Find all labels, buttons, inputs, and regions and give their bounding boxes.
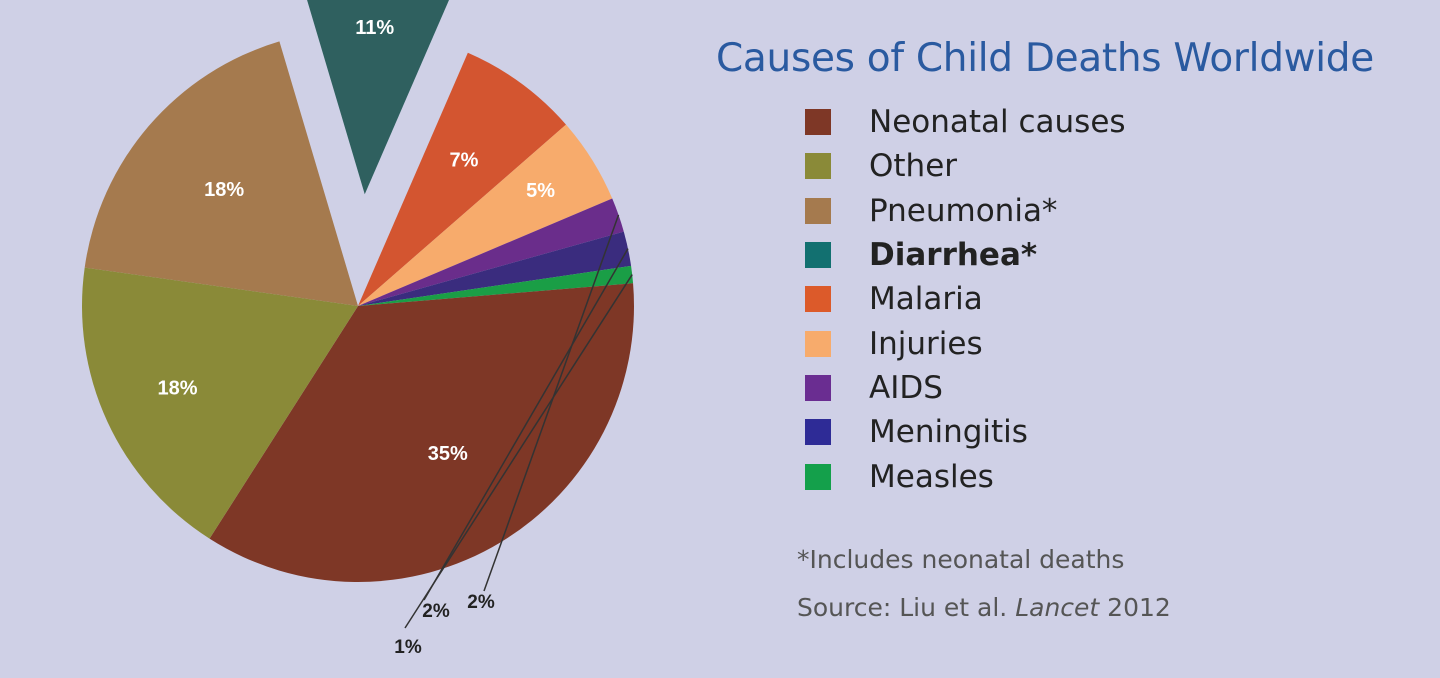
legend-item-pneumonia: Pneumonia*	[805, 189, 1126, 233]
slice-label-neonatal-causes: 35%	[428, 443, 468, 465]
pie-slice-neonatal-causes	[209, 283, 634, 582]
legend-swatch-meningitis	[805, 419, 831, 446]
legend-swatch-diarrhea	[805, 242, 831, 269]
source-year: 2012	[1099, 593, 1171, 622]
legend-swatch-aids	[805, 374, 831, 401]
pie-slice-diarrhea	[307, 0, 450, 195]
legend-label-malaria: Malaria	[869, 281, 983, 318]
footnote: *Includes neonatal deaths	[797, 545, 1125, 574]
pie-slice-measles	[358, 265, 634, 306]
legend-label-other: Other	[869, 148, 958, 185]
legend-item-aids: AIDS	[805, 366, 1126, 410]
legend-label-diarrhea: Diarrhea*	[869, 237, 1038, 274]
legend-swatch-malaria	[805, 286, 831, 313]
legend-item-malaria: Malaria	[805, 277, 1126, 321]
legend-label-injuries: Injuries	[869, 325, 983, 362]
legend-swatch-neonatal-causes	[805, 109, 831, 136]
chart-title: Causes of Child Deaths Worldwide	[716, 36, 1374, 81]
pie-slice-other	[81, 267, 358, 539]
legend-label-measles: Measles	[869, 458, 994, 495]
slice-label-other: 18%	[157, 377, 197, 399]
legend-label-neonatal-causes: Neonatal causes	[869, 104, 1126, 141]
slice-label-injuries: 5%	[526, 180, 555, 202]
legend-item-meningitis: Meningitis	[805, 410, 1126, 454]
legend-item-neonatal-causes: Neonatal causes	[805, 100, 1126, 144]
leader-line-aids	[483, 214, 620, 592]
source-citation: Source: Liu et al. Lancet 2012	[797, 593, 1171, 622]
source-prefix: Source: Liu et al.	[797, 593, 1016, 622]
slice-label-diarrhea: 11%	[355, 17, 394, 39]
legend-swatch-pneumonia	[805, 197, 831, 224]
pie-slice-injuries	[358, 124, 613, 306]
leader-line-meningitis	[423, 248, 629, 601]
slice-label-meningitis: 2%	[422, 601, 450, 622]
legend-swatch-measles	[805, 463, 831, 490]
legend-item-other: Other	[805, 144, 1126, 188]
pie-slice-meningitis	[358, 231, 632, 306]
pie-slice-malaria	[358, 52, 567, 307]
slice-label-malaria: 7%	[449, 149, 478, 171]
legend-label-pneumonia: Pneumonia*	[869, 192, 1058, 229]
leader-line-measles	[404, 274, 633, 629]
slice-label-measles: 1%	[394, 637, 422, 658]
legend-item-measles: Measles	[805, 454, 1126, 498]
slice-label-pneumonia: 18%	[204, 179, 244, 201]
pie-chart: 35%18%18%11%7%5%2%2%1%	[81, 0, 634, 658]
legend-label-aids: AIDS	[869, 369, 943, 406]
pie-slice-aids	[358, 198, 624, 306]
legend-swatch-injuries	[805, 330, 831, 357]
legend-label-meningitis: Meningitis	[869, 414, 1028, 451]
slice-label-aids: 2%	[467, 592, 495, 613]
source-journal: Lancet	[1015, 593, 1100, 622]
legend-item-injuries: Injuries	[805, 321, 1126, 365]
legend-item-diarrhea: Diarrhea*	[805, 233, 1126, 277]
pie-slice-pneumonia	[84, 41, 359, 306]
legend: Neonatal causes Other Pneumonia* Diarrhea* M…	[805, 100, 1126, 499]
legend-swatch-other	[805, 153, 831, 180]
